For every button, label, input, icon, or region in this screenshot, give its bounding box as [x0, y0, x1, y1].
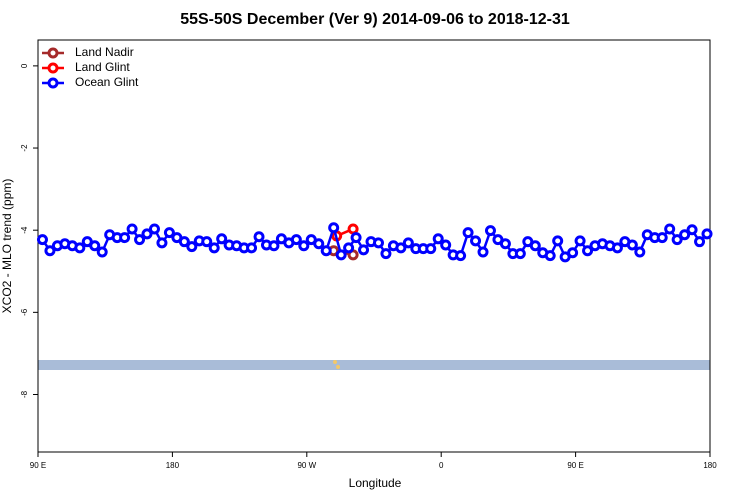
point [119, 232, 131, 244]
point [455, 250, 467, 262]
point [402, 237, 414, 249]
x-tick-label: 90 E [567, 461, 583, 470]
point [686, 224, 698, 236]
point [529, 240, 541, 252]
point [320, 245, 332, 257]
point [268, 240, 280, 252]
point [134, 234, 146, 246]
point [567, 247, 579, 259]
y-tick-label: -2 [20, 144, 29, 152]
point [664, 223, 676, 235]
point [328, 222, 340, 234]
land-strip [38, 360, 710, 370]
point [372, 237, 384, 249]
point [380, 248, 392, 260]
point [246, 242, 258, 254]
x-tick-label: 0 [439, 461, 444, 470]
point [74, 242, 86, 254]
point [634, 246, 646, 258]
y-tick-label: -4 [20, 226, 29, 234]
legend-label: Ocean Glint [75, 75, 139, 89]
point [290, 234, 302, 246]
point [544, 250, 556, 262]
point [96, 246, 108, 258]
point [36, 234, 48, 246]
point [701, 228, 713, 240]
legend-label: Land Glint [75, 60, 130, 74]
point [126, 223, 138, 235]
point [484, 225, 496, 237]
point [552, 235, 564, 247]
point [163, 227, 175, 239]
point [335, 249, 347, 261]
legend-marker [47, 62, 59, 74]
point [671, 234, 683, 246]
point [694, 236, 706, 248]
point [89, 240, 101, 252]
x-axis-label: Longitude [349, 476, 402, 490]
point [574, 235, 586, 247]
point [432, 233, 444, 245]
point [440, 239, 452, 251]
point [347, 223, 359, 235]
point [148, 223, 160, 235]
point [208, 242, 220, 254]
chart-title: 55S-50S December (Ver 9) 2014-09-06 to 2… [180, 11, 570, 28]
point [395, 242, 407, 254]
y-tick-label: 0 [20, 63, 29, 68]
point [156, 237, 168, 249]
land-dot [333, 360, 337, 364]
y-tick-label: -8 [20, 390, 29, 398]
point [499, 238, 511, 250]
y-tick-label: -6 [20, 308, 29, 316]
point [350, 232, 362, 244]
point [298, 240, 310, 252]
point [611, 242, 623, 254]
point [656, 232, 668, 244]
x-tick-label: 180 [166, 461, 180, 470]
point [582, 245, 594, 257]
y-axis-label: XCO2 - MLO trend (ppm) [0, 179, 14, 314]
point [216, 233, 228, 245]
x-tick-label: 90 W [297, 461, 316, 470]
legend-marker [47, 77, 59, 89]
point [477, 246, 489, 258]
point [201, 236, 213, 248]
point [253, 231, 265, 243]
point [462, 227, 474, 239]
point [178, 236, 190, 248]
point [358, 244, 370, 256]
land-dot [336, 365, 340, 369]
point [141, 228, 153, 240]
x-tick-label: 90 E [30, 461, 46, 470]
point [343, 242, 355, 254]
point [186, 241, 198, 253]
point [679, 229, 691, 241]
point [313, 238, 325, 250]
point [44, 245, 56, 257]
x-tick-label: 180 [703, 461, 717, 470]
legend-label: Land Nadir [75, 45, 134, 59]
point [514, 248, 526, 260]
point [470, 235, 482, 247]
plot-frame [37, 39, 711, 453]
legend-marker [47, 47, 59, 59]
point [425, 243, 437, 255]
point [626, 239, 638, 251]
